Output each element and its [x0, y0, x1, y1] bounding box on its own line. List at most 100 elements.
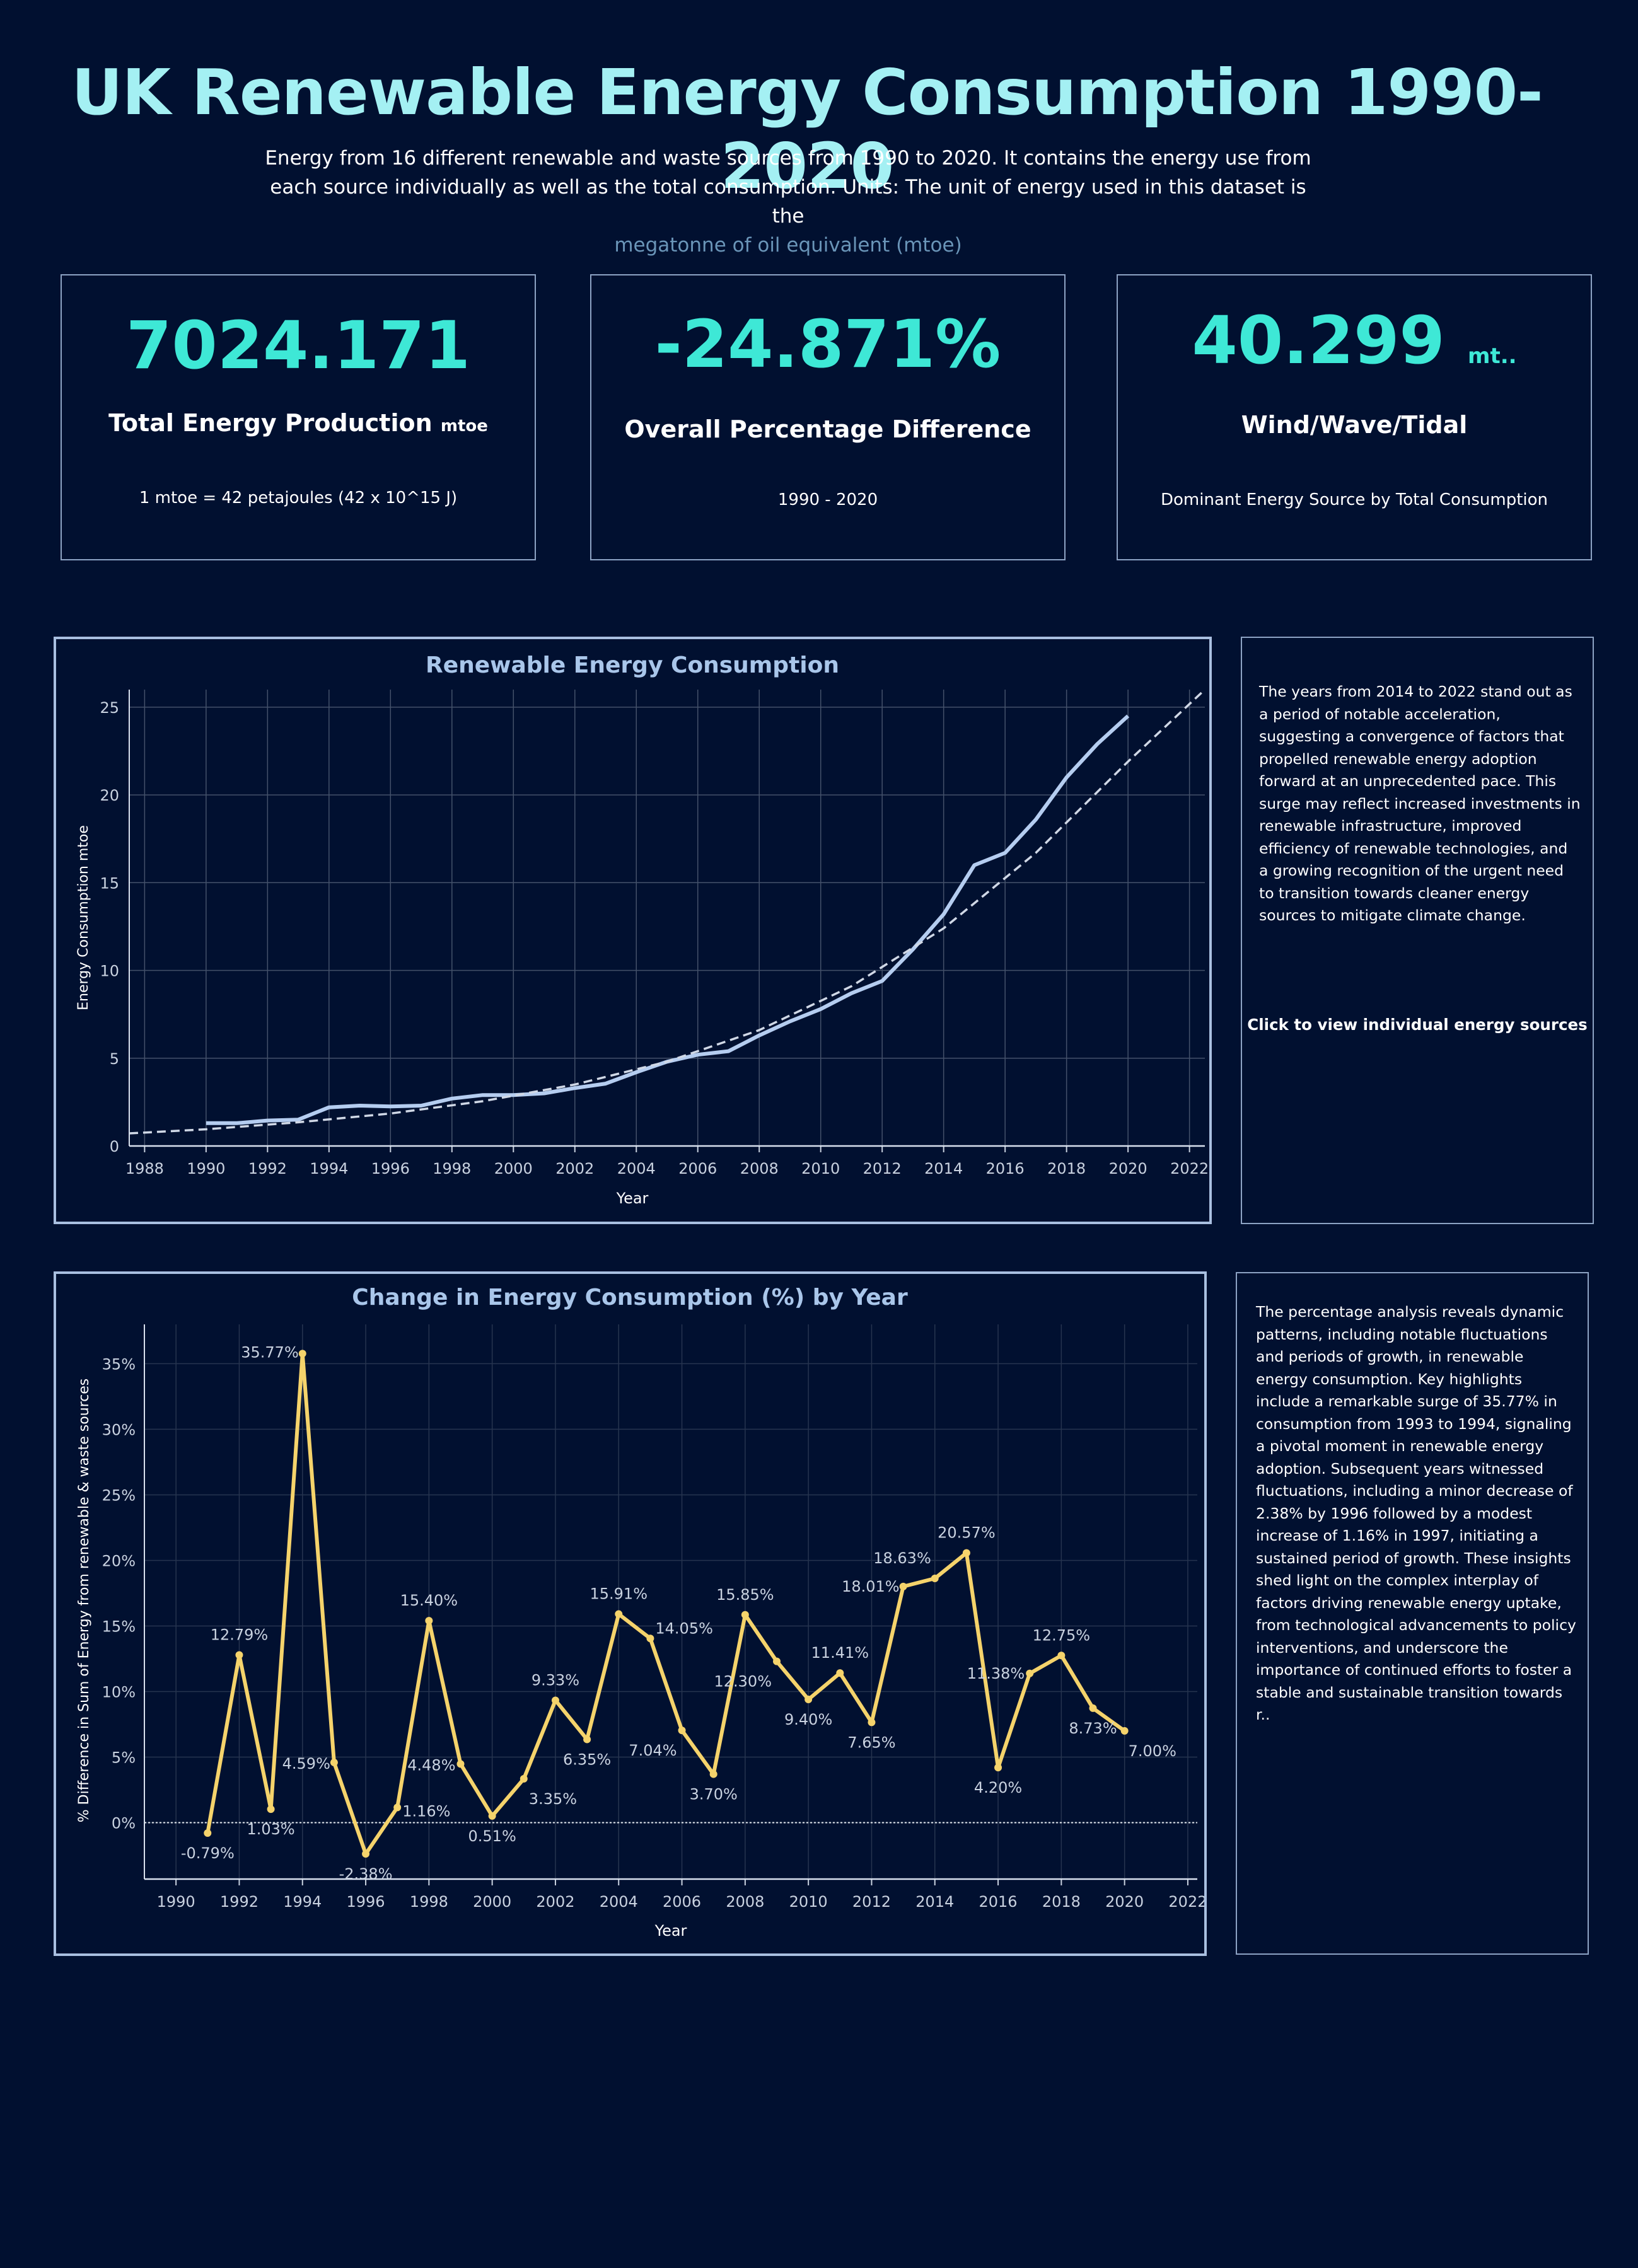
- data-point: [362, 1850, 370, 1858]
- change-line: [206, 1351, 1126, 1856]
- data-point: [425, 1617, 433, 1625]
- x-axis-title: Year: [616, 1189, 649, 1207]
- data-label: 35.77%: [241, 1343, 299, 1361]
- chart-title: Change in Energy Consumption (%) by Year: [352, 1285, 908, 1310]
- kpi-pct-note: 1990 - 2020: [777, 490, 878, 509]
- subtitle-unit-link: megatonne of oil equivalent (mtoe): [614, 234, 962, 257]
- x-tick-label: 1994: [283, 1893, 322, 1911]
- x-tick-label: 2008: [726, 1893, 764, 1911]
- data-label: 18.01%: [842, 1578, 900, 1595]
- data-point: [551, 1696, 559, 1704]
- data-label: 9.33%: [531, 1671, 579, 1689]
- kpi-total-note: 1 mtoe = 42 petajoules (42 x 10^15 J): [139, 489, 458, 507]
- x-tick-label: 2012: [863, 1160, 902, 1177]
- data-label: 11.38%: [967, 1665, 1025, 1682]
- x-tick-label: 2004: [617, 1160, 656, 1177]
- kpi-total-label-text: Total Energy Production: [108, 409, 433, 437]
- data-point: [868, 1718, 876, 1727]
- x-tick-label: 2020: [1105, 1893, 1144, 1911]
- data-label: 7.65%: [847, 1733, 895, 1751]
- x-tick-label: 1996: [371, 1160, 410, 1177]
- data-point: [298, 1350, 306, 1358]
- x-tick-label: 2016: [986, 1160, 1025, 1177]
- kpi-percentage-difference: -24.871% Overall Percentage Difference 1…: [590, 274, 1066, 560]
- data-label: 18.63%: [873, 1549, 931, 1567]
- data-label: 12.75%: [1033, 1626, 1091, 1644]
- kpi-pct-label: Overall Percentage Difference: [624, 415, 1031, 443]
- data-label: 3.35%: [529, 1790, 577, 1808]
- x-tick-label: 2020: [1109, 1160, 1147, 1177]
- chart-title: Renewable Energy Consumption: [426, 652, 839, 678]
- x-tick-label: 2012: [852, 1893, 891, 1911]
- y-tick-label: 5%: [112, 1749, 136, 1767]
- data-point: [488, 1812, 496, 1820]
- data-label: 0.51%: [468, 1827, 516, 1845]
- data-label: 7.04%: [629, 1742, 677, 1759]
- x-tick-label: 2010: [801, 1160, 840, 1177]
- data-label: -0.79%: [181, 1844, 235, 1862]
- x-tick-label: 2002: [536, 1893, 574, 1911]
- data-label: 11.41%: [811, 1644, 869, 1662]
- x-tick-label: 2018: [1047, 1160, 1086, 1177]
- data-point: [773, 1657, 781, 1665]
- data-point: [1026, 1669, 1034, 1677]
- x-tick-label: 1990: [157, 1893, 195, 1911]
- data-point: [1057, 1652, 1066, 1660]
- insight-text-2: The percentage analysis reveals dynamic …: [1256, 1303, 1576, 1723]
- data-point: [804, 1695, 813, 1703]
- x-tick-label: 1992: [220, 1893, 258, 1911]
- insight-panel-2: The percentage analysis reveals dynamic …: [1236, 1272, 1589, 1955]
- data-point: [741, 1611, 749, 1619]
- data-label: 12.79%: [211, 1626, 269, 1643]
- data-label: 4.59%: [282, 1755, 330, 1773]
- y-tick-label: 20: [100, 787, 119, 804]
- y-tick-label: 0: [110, 1138, 119, 1155]
- x-tick-label: 2000: [494, 1160, 533, 1177]
- y-axis-title: Energy Consumption mtoe: [76, 825, 91, 1010]
- kpi-dominant-label: Wind/Wave/Tidal: [1241, 411, 1468, 439]
- y-tick-label: 30%: [102, 1421, 136, 1438]
- data-point: [235, 1651, 243, 1659]
- y-tick-label: 20%: [102, 1552, 136, 1570]
- page-subtitle: Energy from 16 different renewable and w…: [252, 144, 1324, 260]
- data-point: [456, 1760, 465, 1768]
- trend-line: [129, 688, 1206, 1135]
- x-tick-label: 1990: [187, 1160, 225, 1177]
- kpi-dominant-unit: mt..: [1468, 344, 1517, 369]
- kpi-total-energy: 7024.171 Total Energy Production mtoe 1 …: [61, 274, 536, 560]
- x-tick-label: 2018: [1042, 1893, 1081, 1911]
- data-label: -2.38%: [339, 1865, 393, 1883]
- data-label: 9.40%: [784, 1711, 832, 1728]
- data-label: 12.30%: [714, 1673, 772, 1691]
- x-tick-label: 2006: [663, 1893, 701, 1911]
- data-point: [836, 1669, 844, 1677]
- data-point: [646, 1634, 654, 1643]
- view-sources-link[interactable]: Click to view individual energy sources: [1247, 1015, 1588, 1034]
- x-tick-label: 1992: [248, 1160, 287, 1177]
- y-axis-title: % Difference in Sum of Energy from renew…: [76, 1379, 92, 1823]
- data-point: [583, 1735, 591, 1744]
- data-point: [678, 1727, 686, 1735]
- y-tick-label: 25%: [102, 1486, 136, 1504]
- data-label: 3.70%: [690, 1786, 738, 1803]
- subtitle-text: Energy from 16 different renewable and w…: [265, 147, 1311, 228]
- data-label: 14.05%: [655, 1619, 713, 1637]
- page-title: UK Renewable Energy Consumption 1990-202…: [71, 55, 1543, 203]
- y-tick-label: 15%: [102, 1617, 136, 1635]
- data-point: [962, 1549, 970, 1557]
- data-label: 7.00%: [1129, 1742, 1176, 1760]
- data-point: [994, 1764, 1002, 1772]
- data-label: 1.03%: [247, 1820, 294, 1838]
- data-point: [709, 1770, 717, 1778]
- kpi-pct-value: -24.871%: [654, 306, 1001, 383]
- y-tick-label: 5: [110, 1050, 119, 1068]
- data-point: [899, 1582, 907, 1590]
- data-point: [267, 1805, 275, 1814]
- data-point: [1120, 1727, 1129, 1735]
- data-point: [931, 1574, 939, 1582]
- data-label: 4.48%: [407, 1756, 455, 1774]
- y-tick-label: 10: [100, 963, 119, 980]
- change-chart-panel: Change in Energy Consumption (%) by Year…: [54, 1271, 1207, 1956]
- data-label: 1.16%: [402, 1802, 450, 1820]
- data-label: 6.35%: [563, 1750, 611, 1768]
